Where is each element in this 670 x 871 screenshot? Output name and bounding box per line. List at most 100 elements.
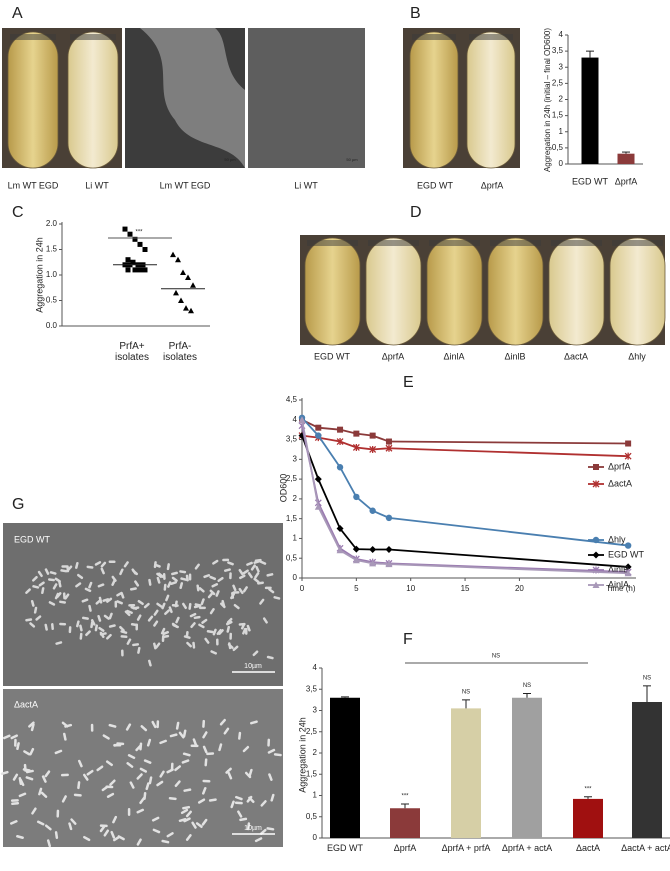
- bacterium: [201, 618, 208, 624]
- point: [353, 493, 360, 501]
- bacterium: [215, 590, 220, 597]
- point: [385, 444, 393, 452]
- bacterium: [25, 588, 31, 594]
- bacterium: [201, 818, 208, 826]
- point: [142, 247, 148, 252]
- bacterium: [99, 825, 106, 833]
- bacterium: [77, 781, 81, 790]
- series-line: [301, 417, 629, 547]
- bacterium: [10, 820, 18, 825]
- bacterium: [11, 801, 20, 806]
- image-label: EGD WT: [14, 534, 50, 544]
- bacterium: [90, 723, 94, 732]
- bacterium: [171, 576, 178, 582]
- bacterium: [153, 561, 157, 569]
- bacterium: [178, 817, 187, 823]
- bacterium: [110, 830, 116, 839]
- bacterium: [157, 572, 164, 578]
- legend-label: Δhly: [608, 534, 626, 544]
- bacterium: [237, 810, 243, 818]
- bacterium: [76, 620, 80, 628]
- bacterium: [82, 773, 89, 781]
- bacterium: [148, 776, 153, 785]
- tube: [487, 237, 544, 346]
- bacterium: [273, 596, 281, 600]
- bacterium: [48, 601, 56, 606]
- bacterium: [216, 638, 219, 646]
- bacterium: [18, 777, 23, 785]
- bacterium: [188, 573, 192, 581]
- bacterium: [212, 628, 217, 636]
- bacterium: [28, 721, 35, 728]
- image-label: Lm WT EGD: [8, 180, 59, 190]
- significance: ***: [584, 786, 592, 792]
- legend-marker: [592, 581, 600, 588]
- point: [183, 305, 189, 311]
- bacterium: [59, 622, 67, 626]
- y-tick-label: 3,5: [552, 46, 564, 55]
- point: [298, 416, 306, 423]
- bacterium: [55, 641, 63, 645]
- bacterium: [174, 765, 182, 772]
- point: [369, 507, 376, 514]
- bacterium: [191, 821, 197, 829]
- x-tick-label: ΔprfA + actA: [501, 843, 553, 853]
- bacterium: [198, 623, 205, 629]
- bacterium: [200, 598, 205, 606]
- y-tick-label: 1,5: [306, 769, 318, 778]
- bacterium: [238, 587, 244, 595]
- point: [315, 432, 322, 439]
- bacterium: [207, 592, 214, 599]
- bacterium: [100, 567, 105, 575]
- y-tick-label: 2.0: [46, 219, 58, 228]
- point: [137, 241, 143, 247]
- bacterium: [168, 796, 177, 801]
- panel-letter: C: [12, 204, 24, 221]
- x-tick-label: ΔprfA + prfA: [441, 843, 491, 853]
- y-tick-label: 0.0: [46, 321, 58, 330]
- bacterium: [79, 632, 83, 640]
- bacterium: [194, 603, 202, 607]
- bacterium: [108, 624, 116, 628]
- y-tick-label: 2,5: [286, 474, 298, 483]
- bacterium: [190, 622, 196, 629]
- bacterium: [117, 835, 125, 841]
- bacterium: [140, 725, 148, 732]
- bacterium: [250, 564, 256, 571]
- bacterium: [31, 807, 37, 815]
- x-tick-label: 15: [461, 584, 470, 593]
- bacterium: [99, 632, 107, 636]
- bacterium: [267, 748, 276, 754]
- x-tick-label: EGD WT: [327, 843, 363, 853]
- tube-rim: [10, 34, 56, 40]
- bacterium: [108, 723, 117, 728]
- y-tick-label: 3,5: [286, 435, 298, 444]
- image-label: ΔactA: [564, 351, 588, 361]
- y-tick-label: 0.5: [46, 296, 58, 305]
- bacterium: [10, 734, 19, 740]
- point: [173, 289, 179, 296]
- tube: [67, 31, 119, 169]
- bacterium: [136, 773, 143, 780]
- bacterium: [88, 604, 92, 612]
- point: [178, 297, 184, 303]
- panel-letter: A: [12, 5, 23, 22]
- bacterium: [14, 738, 17, 747]
- bacterium: [18, 792, 27, 798]
- bacterium: [119, 625, 125, 632]
- bacterium: [183, 788, 192, 792]
- bacterium: [108, 560, 116, 564]
- point: [315, 424, 322, 431]
- bacterium: [64, 593, 70, 600]
- bacterium: [114, 600, 118, 608]
- bacterium: [175, 616, 180, 624]
- bacterium: [192, 641, 196, 649]
- bacterium: [169, 733, 178, 738]
- bacterium: [156, 602, 163, 608]
- legend-marker: [592, 536, 600, 544]
- y-tick-label: 4: [313, 663, 318, 672]
- bacterium: [216, 628, 222, 636]
- image-label: ΔactA: [14, 699, 38, 709]
- legend-marker: [592, 480, 600, 488]
